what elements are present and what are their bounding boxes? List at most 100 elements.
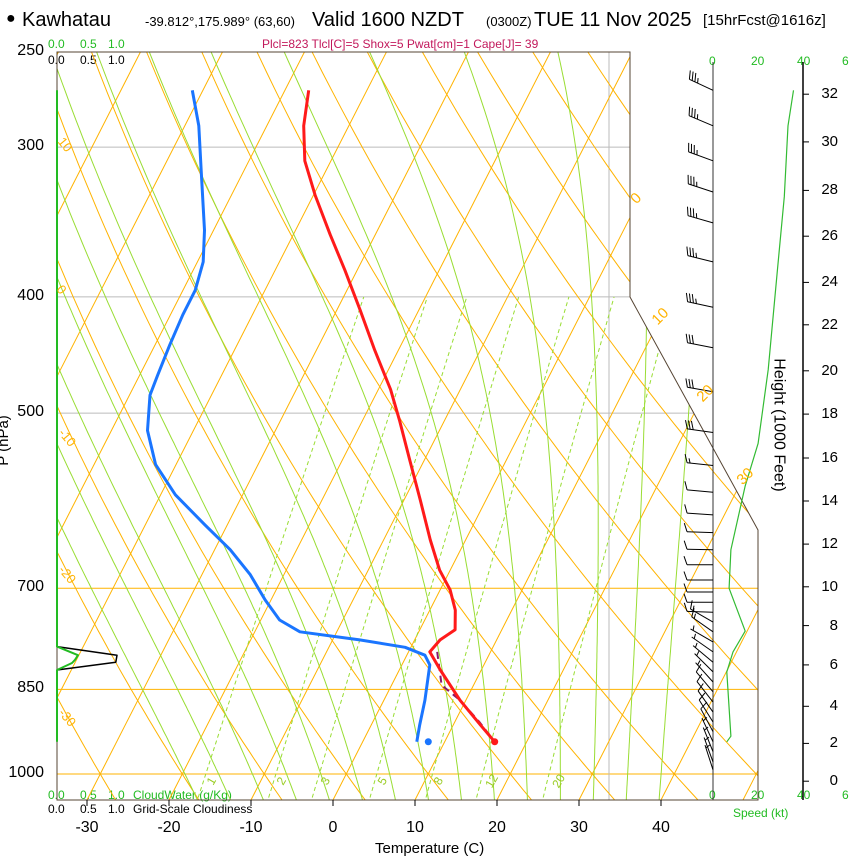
isotherm-line [494,52,758,800]
cloudwater-tick-bottom: 1.0 [108,788,125,802]
wind-barb [703,736,714,763]
wind-barb-staff [703,737,714,763]
wind-barb-full [688,378,691,388]
moist-adiabat-line [57,52,365,800]
wind-barb-staff [686,531,714,534]
dry-adiabat-line [57,52,286,800]
dry-adiabat-line [57,52,203,800]
cloudiness-tick-bottom: 0.5 [80,802,97,816]
x-tick-label: -20 [157,819,181,836]
wind-barb-full [689,207,692,217]
wind-barb-half [694,642,698,648]
wind-barb-half [693,633,696,639]
wind-barb-staff [696,681,714,703]
x-axis-title: Temperature (C) [375,840,485,857]
wind-barb [688,70,714,91]
cloudiness-label: Grid-Scale Cloudiness [133,802,253,816]
pressure-tick-label: 400 [17,286,44,304]
height-tick-label: 18 [821,405,838,423]
wind-barb-staff [689,78,714,91]
wind-barb [685,378,714,393]
station-name: Kawhatau [22,9,111,31]
wind-barb-half [695,252,697,258]
speed-tick-top: 40 [797,54,811,68]
height-tick-label: 6 [829,655,838,673]
wind-barb-half [692,625,695,631]
wind-barb-full [685,419,688,430]
wind-barb-half [704,736,710,741]
height-tick-label: 8 [829,616,838,634]
x-tick-label: 0 [328,819,338,836]
wind-barb [683,556,713,566]
wind-barb [685,419,714,433]
wind-barb [692,642,714,663]
valid-time: Valid 1600 NZDT [312,9,464,31]
wind-barb-full [684,504,688,514]
x-tick-label: 40 [652,819,670,836]
wind-barb-half [705,744,711,749]
surface-temperature-marker [491,738,499,746]
cloudwater-tick-bottom: 0.0 [48,788,65,802]
cloudwater-tick-top: 0.5 [80,37,97,51]
wind-barb-full [685,333,688,343]
wind-barb-full [683,571,688,581]
wind-barb-full [683,583,688,593]
mixing-ratio-line [266,296,428,800]
cloudiness-line [56,645,118,671]
isotherm-line [576,52,758,800]
wind-barb [688,106,714,127]
isotherm-line [658,52,758,800]
wind-barb-full [691,71,694,81]
moist-adiabat-line [57,52,233,800]
isotherm-line [57,52,316,800]
wind-barb-staff [687,428,714,433]
wind-barb-staff [700,708,714,732]
moist-adiabat-line [57,52,299,800]
wind-barb-full [696,673,703,682]
wind-barb-full [683,522,688,532]
wind-barb-full [690,600,693,610]
wind-barb-staff [687,215,714,224]
wind-barb-staff [687,462,714,466]
wind-barb-full [692,208,695,218]
wind-barb-staff [691,616,714,633]
wind-barb-staff [695,671,714,693]
wind-barb [685,333,714,349]
isotherm-line [166,52,562,800]
pressure-tick-label: 300 [17,137,44,155]
mixing-ratio-line [195,296,365,800]
wind-barb [691,608,714,633]
wind-barb-full [692,248,695,258]
wind-barb-staff [687,301,714,308]
speed-tick-top: 0 [709,54,716,68]
wind-barb-staff [688,151,714,162]
mixing-ratio-line [423,296,570,800]
wind-barb-staff [688,183,714,193]
wind-barb-full [688,420,691,430]
height-tick-label: 2 [829,734,838,752]
wind-barb [683,583,713,593]
wind-barb-staff [704,744,714,770]
cloudwater-tick-top: 1.0 [108,37,125,51]
speed-tick-bottom: 6 [842,788,849,802]
wind-barb [688,142,714,162]
pressure-tick-label: 850 [17,679,44,697]
height-tick-label: 22 [821,315,838,333]
wind-barb-full [688,293,691,303]
pressure-tick-label: 1000 [8,764,44,781]
wind-barb-half [704,726,709,731]
plot-frame [56,51,759,801]
pressure-tick-label: 500 [17,403,44,421]
wind-barb [686,246,714,263]
wind-barb [683,593,713,603]
height-tick-label: 24 [821,273,838,291]
moist-adiabat-line [359,52,529,800]
moist-adiabat-line [57,52,201,800]
wind-barb-full [684,481,688,491]
wind-barb [695,660,714,683]
cloudiness-tick-top: 0.0 [48,53,65,67]
wind-barb-full [685,292,689,302]
dry-adiabat-line [57,52,119,800]
wind-barb [701,717,714,743]
